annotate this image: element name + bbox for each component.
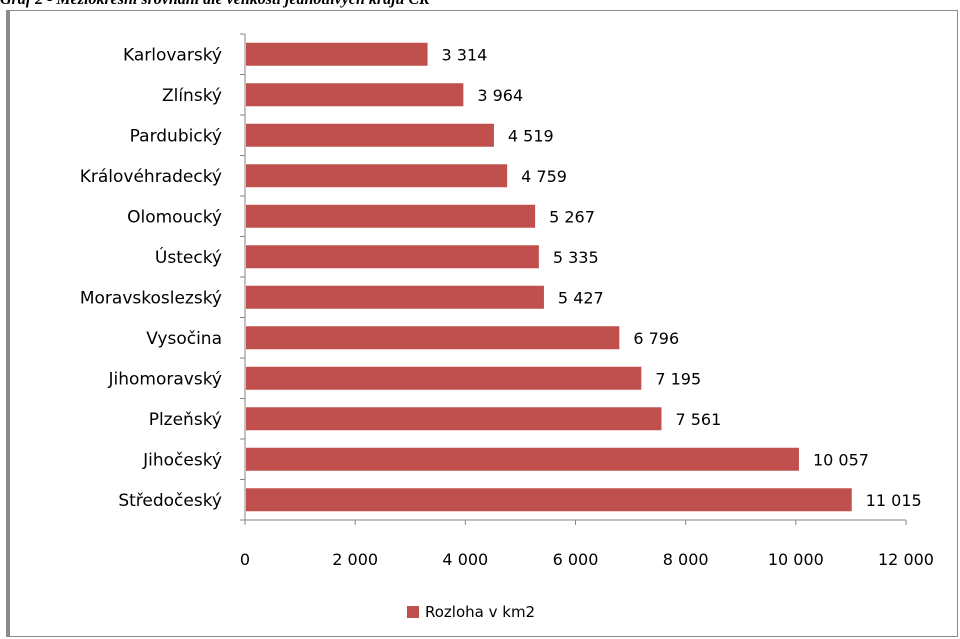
x-tick-label: 12 000 — [878, 550, 934, 569]
bar — [246, 366, 642, 390]
y-tick-label: Pardubický — [130, 126, 222, 146]
data-label: 7 195 — [655, 369, 701, 388]
data-label: 4 519 — [508, 126, 554, 145]
bar — [246, 407, 662, 431]
chart-caption: Graf 2 - Meziokresní srovnání dle veliko… — [0, 0, 960, 9]
bar — [246, 447, 799, 471]
bar — [246, 285, 544, 309]
y-tick-label: Karlovarský — [123, 45, 222, 65]
x-tick-label: 10 000 — [768, 550, 824, 569]
y-tick-label: Středočeský — [118, 491, 222, 511]
x-tick-label: 4 000 — [442, 550, 488, 569]
data-label: 5 427 — [558, 288, 604, 307]
data-label: 6 796 — [633, 329, 679, 348]
data-label: 7 561 — [675, 410, 721, 429]
data-label: 11 015 — [866, 491, 922, 510]
y-tick-label: Moravskoslezský — [80, 288, 222, 308]
y-tick-label: Plzeňský — [149, 410, 222, 430]
legend: Rozloha v km2 — [407, 600, 535, 624]
plot-area: Karlovarský 3 314 Zlínský 3 964 Pardubický 4 … — [80, 33, 934, 569]
x-tick-label: 0 — [240, 550, 250, 569]
legend-swatch — [407, 606, 419, 618]
y-tick-label: Zlínský — [162, 86, 222, 106]
data-label: 3 314 — [442, 45, 488, 64]
data-label: 4 759 — [521, 167, 567, 186]
bar — [246, 204, 536, 228]
bar — [246, 83, 464, 107]
data-label: 5 335 — [553, 248, 599, 267]
y-tick-label: Ústecký — [155, 246, 222, 268]
x-tick-label: 2 000 — [332, 550, 378, 569]
bar — [246, 488, 852, 512]
y-tick-label: Jihomoravský — [108, 369, 223, 389]
y-tick-label: Olomoucký — [127, 207, 222, 227]
x-tick-label: 8 000 — [663, 550, 709, 569]
legend-label: Rozloha v km2 — [425, 603, 536, 621]
y-tick-label: Jihočeský — [142, 450, 222, 470]
bar — [246, 326, 620, 350]
y-tick-label: Vysočina — [146, 329, 222, 349]
bar — [246, 42, 428, 66]
data-label: 5 267 — [549, 207, 595, 226]
bar — [246, 123, 494, 147]
bar — [246, 164, 508, 188]
y-tick-label: Královéhradecký — [80, 167, 222, 187]
bar — [246, 245, 539, 269]
chart-frame — [6, 10, 958, 637]
data-label: 3 964 — [477, 86, 523, 105]
x-tick-label: 6 000 — [553, 550, 599, 569]
data-label: 10 057 — [813, 450, 869, 469]
